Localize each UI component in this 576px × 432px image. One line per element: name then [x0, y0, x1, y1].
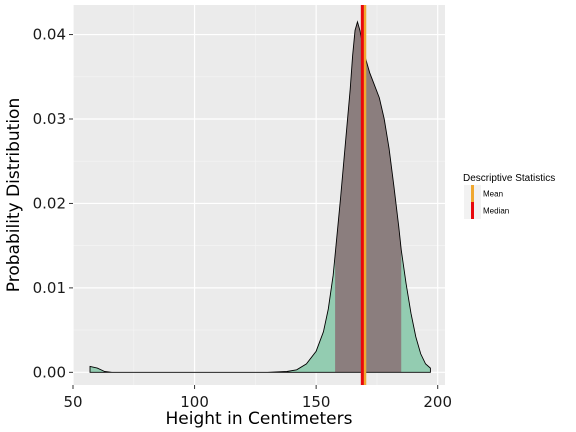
x-tick-label: 200 — [423, 393, 452, 411]
legend-label-mean: Mean — [483, 190, 503, 199]
x-tick-label: 150 — [302, 393, 331, 411]
legend-title: Descriptive Statistics — [463, 173, 555, 184]
legend-key-mean — [471, 185, 474, 202]
statistic-lines — [360, 5, 367, 385]
x-axis: 50 100 150 200 — [63, 385, 452, 411]
y-axis-title: Probability Distribution — [4, 98, 24, 292]
legend-key-median — [471, 202, 474, 219]
density-shaded-interval — [335, 21, 402, 373]
y-tick-label: 0.02 — [33, 194, 66, 212]
x-axis-title: Height in Centimeters — [166, 409, 353, 429]
grid-lines — [72, 5, 445, 385]
legend-label-median: Median — [483, 207, 509, 216]
density-outline — [89, 20, 431, 373]
legend: Descriptive Statistics Mean Median — [463, 173, 555, 219]
y-tick-label: 0.01 — [33, 279, 66, 297]
y-tick-label: 0.00 — [33, 363, 66, 381]
y-axis: 0.00 0.01 0.02 0.03 0.04 — [33, 26, 73, 381]
y-tick-label: 0.03 — [33, 110, 66, 128]
density-areas — [89, 20, 431, 373]
x-tick-label: 50 — [63, 393, 82, 411]
y-tick-label: 0.04 — [33, 26, 66, 44]
x-tick-label: 100 — [180, 393, 209, 411]
